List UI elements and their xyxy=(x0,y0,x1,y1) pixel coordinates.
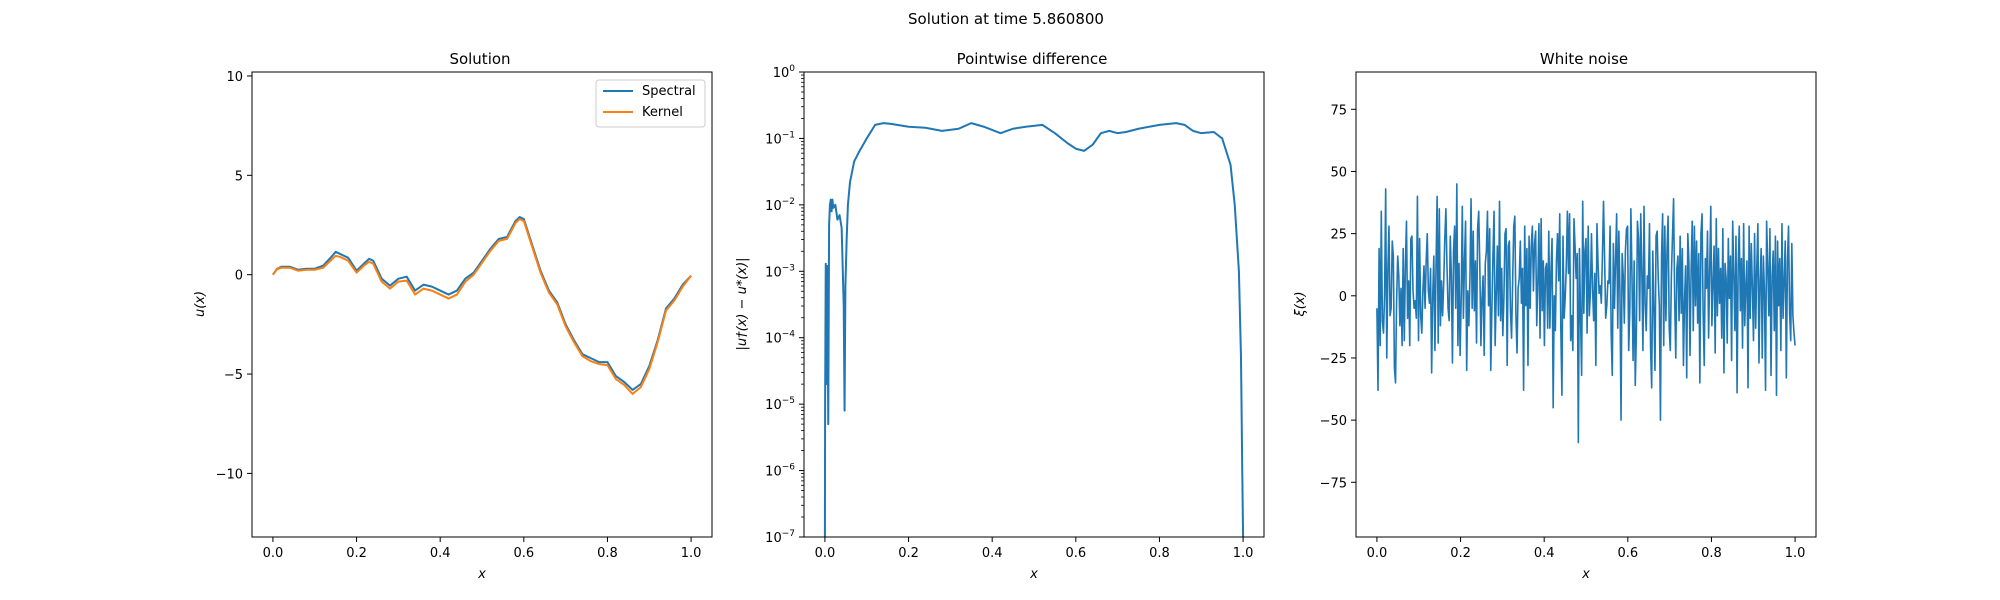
legend: Spectral Kernel xyxy=(595,79,706,128)
y-tick-label: 0 xyxy=(1339,290,1347,305)
y-tick-label: 50 xyxy=(1330,165,1347,180)
y-tick-label: −75 xyxy=(1320,476,1347,491)
x-tick-label: 0.4 xyxy=(1534,546,1555,561)
y-tick-label: 10−1 xyxy=(765,130,795,147)
series-line-2 xyxy=(1376,183,1796,444)
panel-noise-frame xyxy=(1355,71,1817,538)
panel-solution-ylabel: u(x) xyxy=(193,291,208,317)
series-line-1 xyxy=(823,122,1245,537)
legend-label-kernel: Kernel xyxy=(642,105,683,120)
y-tick-label: −25 xyxy=(1320,352,1347,367)
y-tick-label: 10−3 xyxy=(765,263,795,280)
panel-difference-title: Pointwise difference xyxy=(957,50,1108,68)
x-tick-label: 0.6 xyxy=(513,546,534,561)
panel-solution-title: Solution xyxy=(449,50,510,68)
x-tick-label: 0.2 xyxy=(898,546,919,561)
x-tick-label: 0.4 xyxy=(430,546,451,561)
panel-solution-frame xyxy=(251,71,713,538)
y-tick-label: 5 xyxy=(235,169,243,184)
x-tick-label: 0.2 xyxy=(346,546,367,561)
panel-solution-xlabel: x xyxy=(477,567,486,582)
y-tick-label: 10−5 xyxy=(765,396,795,413)
x-tick-label: 0.6 xyxy=(1065,546,1086,561)
panel-white-noise: White noise 0.0 0.2 0.4 0.6 0.8 1.0 −75 −50 −25 0… xyxy=(1293,50,1817,582)
x-tick-label: 0.0 xyxy=(1367,546,1388,561)
y-tick-label: 100 xyxy=(773,64,796,81)
x-tick-label: 0.8 xyxy=(1701,546,1722,561)
x-tick-label: 1.0 xyxy=(1233,546,1254,561)
y-tick-label: −10 xyxy=(216,467,243,482)
y-tick-label: 10 xyxy=(226,70,243,85)
x-tick-label: 0.0 xyxy=(815,546,836,561)
y-tick-label: −50 xyxy=(1320,414,1347,429)
x-tick-label: 1.0 xyxy=(681,546,702,561)
y-tick-label: −5 xyxy=(224,368,243,383)
y-tick-label: 10−6 xyxy=(765,463,795,480)
figure-suptitle: Solution at time 5.860800 xyxy=(908,10,1104,28)
series-line-kernel xyxy=(272,218,692,395)
y-tick-label: 10−7 xyxy=(765,529,795,546)
series-line-spectral xyxy=(272,216,692,391)
panel-solution: Solution 0.0 0.2 0.4 0.6 0.8 1.0 −10 −5 0 5 10 x u… xyxy=(193,50,713,582)
panel-difference-xlabel: x xyxy=(1029,567,1038,582)
panel-pointwise-difference: Pointwise difference 0.0 0.2 0.4 0.6 0.8 1.0 1… xyxy=(735,50,1265,582)
panel-noise-title: White noise xyxy=(1540,50,1628,68)
x-tick-label: 0.2 xyxy=(1450,546,1471,561)
y-tick-label: 75 xyxy=(1330,103,1347,118)
y-tick-label: 10−4 xyxy=(765,330,795,347)
y-tick-label: 0 xyxy=(235,269,243,284)
panel-difference-ylabel: |u†(x) − u*(x)| xyxy=(735,257,750,350)
panel-noise-xlabel: x xyxy=(1581,567,1590,582)
legend-label-spectral: Spectral xyxy=(642,84,696,99)
x-tick-label: 1.0 xyxy=(1785,546,1806,561)
panel-noise-ylabel: ξ(x) xyxy=(1293,291,1308,317)
x-tick-label: 0.8 xyxy=(597,546,618,561)
x-tick-label: 0.0 xyxy=(263,546,284,561)
x-tick-label: 0.6 xyxy=(1617,546,1638,561)
y-tick-label: 10−2 xyxy=(765,197,795,214)
y-tick-label: 25 xyxy=(1330,228,1347,243)
panel-difference-frame xyxy=(803,71,1265,538)
x-tick-label: 0.8 xyxy=(1149,546,1170,561)
x-tick-label: 0.4 xyxy=(982,546,1003,561)
